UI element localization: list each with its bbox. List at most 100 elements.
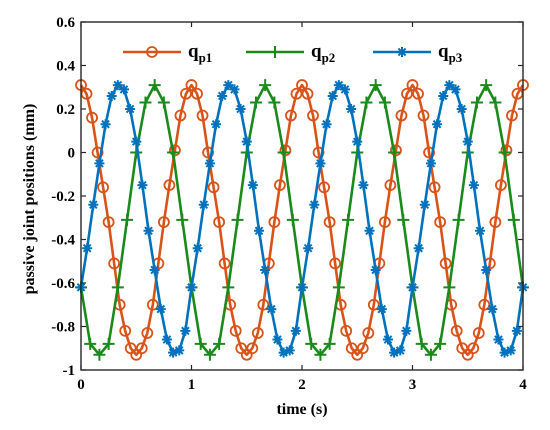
series-p1-point xyxy=(86,111,98,124)
series-p1-point xyxy=(467,342,480,355)
series-p3-point xyxy=(382,334,393,345)
series-p2 xyxy=(75,79,529,361)
series-p1-point xyxy=(323,216,336,229)
series-p3-point xyxy=(395,345,406,356)
series-p1-point xyxy=(285,109,297,122)
series-p3-point xyxy=(370,264,381,275)
series-p3-point xyxy=(321,119,332,130)
series-p3-point xyxy=(125,104,136,114)
series-p1-point xyxy=(251,327,264,339)
series-p1-point xyxy=(401,87,413,100)
y-tick-label: -1 xyxy=(63,363,76,379)
series-p2-point xyxy=(102,337,115,350)
series-p3-point xyxy=(487,304,498,315)
series-p3-point xyxy=(462,136,473,147)
series-p3-point xyxy=(284,345,295,356)
series-p3-point xyxy=(131,136,142,147)
series-p3-point xyxy=(149,264,160,275)
series-p2-point xyxy=(194,337,207,350)
series-p2-point xyxy=(434,337,447,350)
series-p2-point xyxy=(498,146,511,159)
series-p1-point xyxy=(301,87,314,100)
series-p3-point xyxy=(241,136,252,147)
series-p2-point xyxy=(203,348,216,361)
series-p1-point xyxy=(307,109,319,122)
series-p2-point xyxy=(249,96,262,109)
x-tick-label: 3 xyxy=(409,377,417,393)
series-p1-point xyxy=(163,179,176,192)
legend-entry-p2-label-subscript: p2 xyxy=(322,50,336,65)
series-p1-point xyxy=(478,298,491,311)
series-p3-point xyxy=(204,158,215,169)
series-p3-point xyxy=(211,119,222,130)
series-p1-point xyxy=(406,79,419,91)
series-p3-point xyxy=(137,180,148,191)
series-p2-point xyxy=(305,337,318,350)
series-layer xyxy=(75,79,529,361)
legend-entry-p2-label: qp2 xyxy=(311,41,335,65)
series-p3-point xyxy=(444,80,455,91)
series-p3-point xyxy=(106,90,117,101)
series-p2-point xyxy=(452,213,465,226)
x-axis-title: time (s) xyxy=(276,401,327,418)
series-p1-point xyxy=(362,327,375,339)
series-p1-point xyxy=(279,144,292,157)
legend-entry-p2: qp2 xyxy=(246,41,335,65)
series-p2-point xyxy=(378,96,391,109)
series-p2-point xyxy=(167,146,180,159)
series-p1-point xyxy=(472,327,485,339)
legend-entry-p2-marker xyxy=(269,46,281,58)
legend-entry-p3-label: qp3 xyxy=(438,41,463,65)
series-p1-point xyxy=(312,146,325,159)
series-p1-point xyxy=(108,257,121,270)
y-tick-label: -0.6 xyxy=(51,276,75,292)
series-p2-point xyxy=(176,213,189,226)
series-p1-point xyxy=(489,216,502,229)
series-p3-point xyxy=(425,158,436,169)
series-p1-point xyxy=(229,324,242,337)
legend-entry-p1: qp1 xyxy=(123,41,212,65)
series-p1-point xyxy=(218,257,231,270)
series-p3-point xyxy=(407,282,418,293)
series-p3-point xyxy=(112,80,123,91)
series-p2-point xyxy=(360,96,373,109)
series-p1-point xyxy=(384,179,397,192)
x-tick-label: 4 xyxy=(519,377,527,393)
series-p3-point xyxy=(499,347,510,358)
series-p1-point xyxy=(157,216,170,229)
series-p3-point xyxy=(327,90,338,101)
series-p3-point xyxy=(143,225,154,236)
series-p2-point xyxy=(139,96,152,109)
legend-entry-p3: qp3 xyxy=(373,41,463,65)
series-p1-point xyxy=(207,181,220,194)
series-p1-point xyxy=(439,257,452,270)
series-p3-point xyxy=(413,243,424,254)
series-p3-point xyxy=(155,304,166,315)
series-p2-point xyxy=(259,79,272,92)
y-tick-label: 0.6 xyxy=(56,15,75,31)
series-p3-point xyxy=(290,325,301,336)
series-p2-point xyxy=(157,96,170,109)
series-p3-point xyxy=(468,180,479,191)
series-p2-point xyxy=(332,281,345,294)
y-tick-label: 0 xyxy=(68,146,76,162)
y-tick-label: -0.2 xyxy=(51,189,75,205)
series-p3-point xyxy=(180,325,191,336)
series-p3-point xyxy=(247,180,258,191)
series-p2-point xyxy=(369,79,382,92)
series-p1-point xyxy=(417,109,430,122)
series-p1-point xyxy=(423,146,435,159)
series-p3-point xyxy=(505,345,516,356)
series-p2-point xyxy=(314,348,327,361)
series-p3-point xyxy=(346,104,357,114)
series-p3-point xyxy=(174,345,185,356)
series-p3-point xyxy=(278,347,289,358)
series-p2-point xyxy=(148,79,161,92)
series-p2-point xyxy=(489,96,502,109)
series-p3-point xyxy=(217,90,228,101)
series-p1-point xyxy=(340,324,353,337)
series-p3-point xyxy=(266,304,277,315)
series-p3-point xyxy=(432,119,443,130)
series-p3-point xyxy=(100,119,111,130)
series-p1-point xyxy=(141,327,154,339)
